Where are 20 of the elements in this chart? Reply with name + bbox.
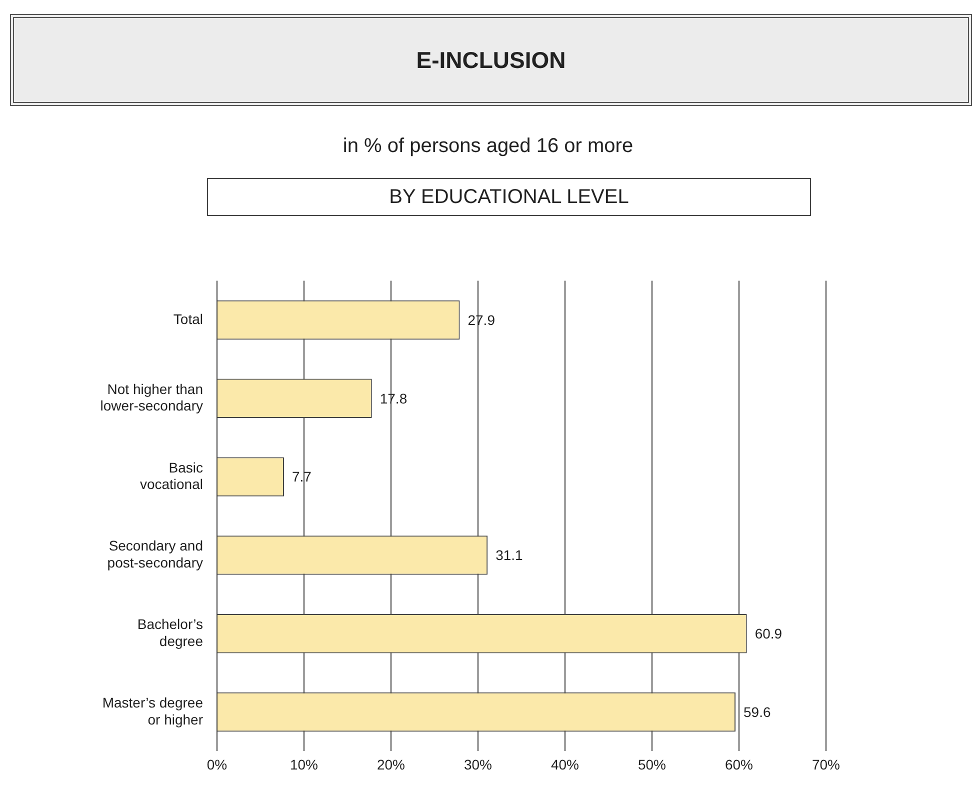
chart-title: E-INCLUSION xyxy=(10,14,972,106)
x-tick-label: 0% xyxy=(206,756,228,772)
data-label: 59.6 xyxy=(744,704,771,720)
y-tick-label: Bachelor’s degree xyxy=(137,616,204,649)
x-tick-label: 30% xyxy=(464,756,492,772)
y-tick-label: Basic vocational xyxy=(140,459,203,492)
y-tick-label: Not higher than lower-secondary xyxy=(100,380,203,414)
data-label: 60.9 xyxy=(754,625,782,642)
chart-subtitle: in % of persons aged 16 or more xyxy=(342,135,634,158)
x-tick-label: 10% xyxy=(290,756,318,772)
y-tick-label: Master’s degree or higher xyxy=(102,694,204,728)
x-tick-label: 70% xyxy=(812,756,840,772)
x-tick-label: 50% xyxy=(638,756,666,772)
x-tick-label: 60% xyxy=(724,756,754,772)
text: BY EDUCATIONAL LEVEL xyxy=(207,178,811,216)
x-tick-label: 40% xyxy=(550,756,580,772)
data-label: 31.1 xyxy=(496,547,524,564)
y-tick-label: Total xyxy=(173,310,203,327)
x-tick-label: 20% xyxy=(376,756,406,772)
y-tick-label: Secondary and post-secondary xyxy=(107,538,203,570)
